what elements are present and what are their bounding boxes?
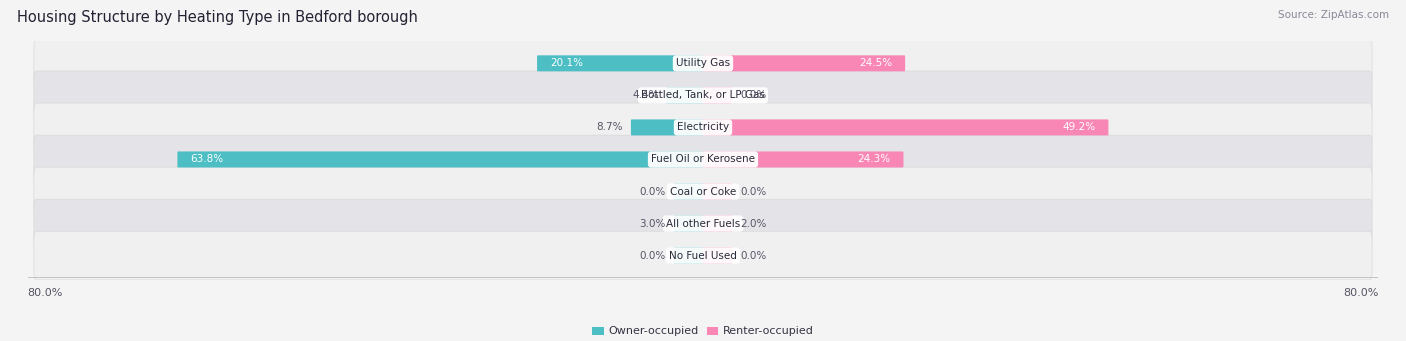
Text: 24.3%: 24.3%	[858, 154, 890, 164]
FancyBboxPatch shape	[34, 103, 1372, 152]
FancyBboxPatch shape	[34, 231, 1372, 280]
Text: 2.0%: 2.0%	[740, 219, 766, 228]
FancyBboxPatch shape	[703, 87, 733, 103]
Text: 4.4%: 4.4%	[633, 90, 658, 100]
Text: Coal or Coke: Coal or Coke	[669, 187, 737, 196]
Text: 0.0%: 0.0%	[740, 90, 766, 100]
Text: 0.0%: 0.0%	[640, 187, 666, 196]
Text: Utility Gas: Utility Gas	[676, 58, 730, 68]
Text: Source: ZipAtlas.com: Source: ZipAtlas.com	[1278, 10, 1389, 20]
Text: 63.8%: 63.8%	[190, 154, 224, 164]
Text: Housing Structure by Heating Type in Bedford borough: Housing Structure by Heating Type in Bed…	[17, 10, 418, 25]
FancyBboxPatch shape	[703, 119, 1108, 135]
Text: 8.7%: 8.7%	[596, 122, 623, 132]
Text: Electricity: Electricity	[676, 122, 730, 132]
FancyBboxPatch shape	[703, 216, 733, 232]
FancyBboxPatch shape	[673, 248, 703, 264]
FancyBboxPatch shape	[34, 39, 1372, 88]
Text: 3.0%: 3.0%	[640, 219, 666, 228]
FancyBboxPatch shape	[673, 183, 703, 199]
FancyBboxPatch shape	[703, 183, 733, 199]
Text: 20.1%: 20.1%	[550, 58, 583, 68]
Text: 0.0%: 0.0%	[740, 187, 766, 196]
Legend: Owner-occupied, Renter-occupied: Owner-occupied, Renter-occupied	[588, 322, 818, 341]
FancyBboxPatch shape	[631, 119, 703, 135]
Text: Fuel Oil or Kerosene: Fuel Oil or Kerosene	[651, 154, 755, 164]
FancyBboxPatch shape	[34, 71, 1372, 120]
FancyBboxPatch shape	[537, 55, 703, 71]
FancyBboxPatch shape	[666, 87, 703, 103]
FancyBboxPatch shape	[703, 55, 905, 71]
Text: 0.0%: 0.0%	[640, 251, 666, 261]
Text: Bottled, Tank, or LP Gas: Bottled, Tank, or LP Gas	[641, 90, 765, 100]
FancyBboxPatch shape	[34, 167, 1372, 216]
FancyBboxPatch shape	[703, 151, 904, 167]
FancyBboxPatch shape	[34, 135, 1372, 184]
Text: No Fuel Used: No Fuel Used	[669, 251, 737, 261]
Text: 0.0%: 0.0%	[740, 251, 766, 261]
Text: 49.2%: 49.2%	[1063, 122, 1095, 132]
FancyBboxPatch shape	[703, 248, 733, 264]
FancyBboxPatch shape	[673, 216, 703, 232]
FancyBboxPatch shape	[34, 199, 1372, 248]
Text: All other Fuels: All other Fuels	[666, 219, 740, 228]
FancyBboxPatch shape	[177, 151, 703, 167]
Text: 24.5%: 24.5%	[859, 58, 893, 68]
